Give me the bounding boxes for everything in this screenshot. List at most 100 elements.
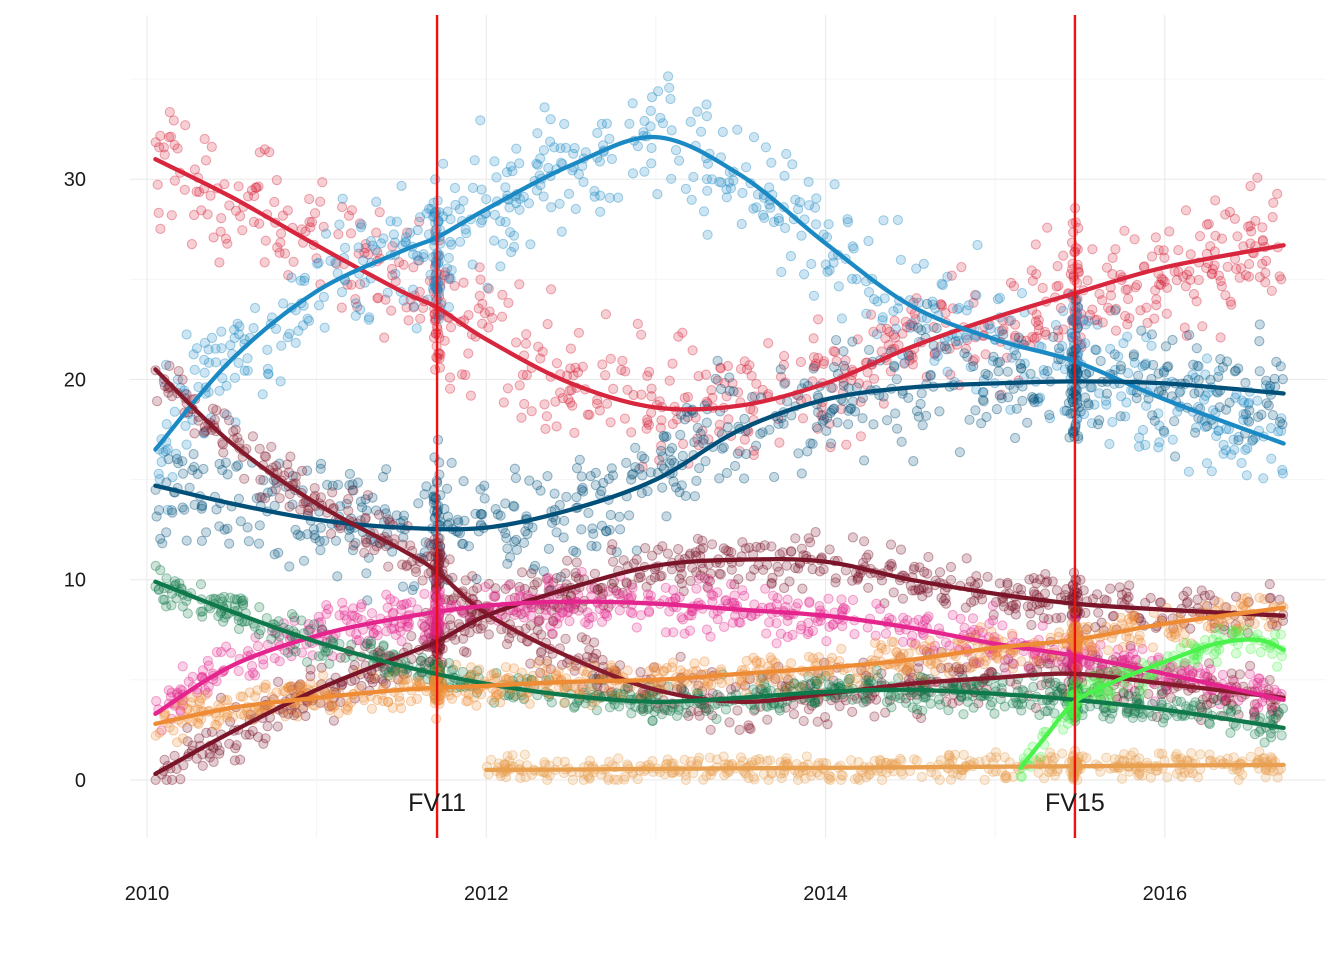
data-point [1040, 706, 1051, 717]
data-point [254, 602, 265, 613]
data-point [919, 566, 930, 578]
data-point [680, 183, 692, 194]
data-point [333, 229, 344, 240]
data-point [774, 437, 785, 448]
data-point [1085, 309, 1096, 320]
data-point [311, 253, 322, 264]
data-point [662, 704, 673, 716]
data-point [649, 572, 661, 583]
data-point [506, 246, 517, 258]
data-point [242, 646, 254, 657]
data-point [376, 238, 387, 249]
data-point [154, 142, 165, 153]
data-point [918, 258, 929, 269]
data-point [233, 493, 244, 504]
data-point [600, 309, 612, 320]
data-point [414, 286, 425, 297]
data-point [561, 491, 572, 502]
data-point [1243, 221, 1254, 232]
data-point [1171, 275, 1182, 286]
data-point [509, 501, 520, 512]
data-point [1173, 266, 1184, 277]
data-point [262, 344, 273, 355]
data-point [913, 411, 924, 422]
data-point [697, 535, 708, 546]
data-point [275, 376, 286, 387]
data-point [214, 257, 225, 268]
data-point [592, 394, 603, 406]
data-point [818, 356, 830, 367]
data-point [847, 706, 858, 718]
data-point [367, 240, 378, 251]
data-point [408, 301, 420, 312]
data-point [851, 382, 863, 393]
data-point [628, 389, 639, 401]
data-point [336, 287, 348, 298]
data-point [1254, 336, 1265, 347]
data-point [1245, 181, 1256, 192]
data-point [821, 636, 832, 647]
data-point [242, 365, 253, 376]
data-point [804, 596, 815, 607]
data-point [621, 457, 632, 468]
data-point [852, 334, 863, 345]
data-point [191, 186, 202, 197]
data-point [439, 270, 450, 281]
data-point [205, 190, 216, 201]
data-point [337, 201, 348, 213]
data-point [677, 450, 688, 461]
data-point [707, 596, 718, 607]
data-point [606, 544, 617, 556]
data-point [1252, 698, 1263, 710]
data-point [360, 243, 371, 254]
data-point [744, 360, 755, 371]
data-point [890, 323, 902, 334]
data-point [412, 225, 423, 236]
data-point [644, 366, 655, 377]
data-point [443, 273, 454, 285]
data-point [842, 214, 853, 225]
data-point [1101, 388, 1113, 399]
data-point [460, 575, 471, 586]
data-point [1215, 275, 1226, 287]
data-point [284, 561, 295, 572]
data-point [1222, 261, 1233, 272]
data-point [274, 493, 285, 504]
data-point [868, 326, 879, 337]
data-point [1004, 315, 1015, 327]
data-point [216, 343, 227, 354]
data-point [511, 544, 523, 556]
data-point [1225, 727, 1236, 738]
data-point [216, 326, 227, 337]
data-point [601, 608, 612, 619]
data-point [273, 676, 284, 688]
data-point [1244, 416, 1255, 427]
data-point [327, 487, 338, 498]
data-point [1037, 620, 1048, 631]
data-point [799, 269, 810, 280]
data-point [408, 284, 419, 295]
data-point [1053, 343, 1065, 354]
data-point [348, 603, 359, 614]
data-point [378, 471, 389, 483]
data-point [418, 252, 429, 263]
data-point [586, 583, 597, 594]
data-point [1210, 230, 1221, 241]
data-point [710, 373, 721, 384]
data-point [463, 310, 474, 321]
data-point [826, 438, 837, 449]
data-point [196, 535, 207, 547]
data-point [1051, 613, 1062, 624]
data-point [1159, 276, 1170, 287]
data-point [1011, 403, 1022, 414]
data-point [1136, 325, 1147, 336]
data-point [962, 696, 973, 708]
data-point [538, 145, 550, 156]
data-point [828, 346, 839, 357]
data-point [169, 139, 180, 151]
data-point [442, 263, 453, 274]
data-point [766, 157, 777, 168]
data-point [298, 555, 310, 566]
data-point [523, 198, 535, 209]
